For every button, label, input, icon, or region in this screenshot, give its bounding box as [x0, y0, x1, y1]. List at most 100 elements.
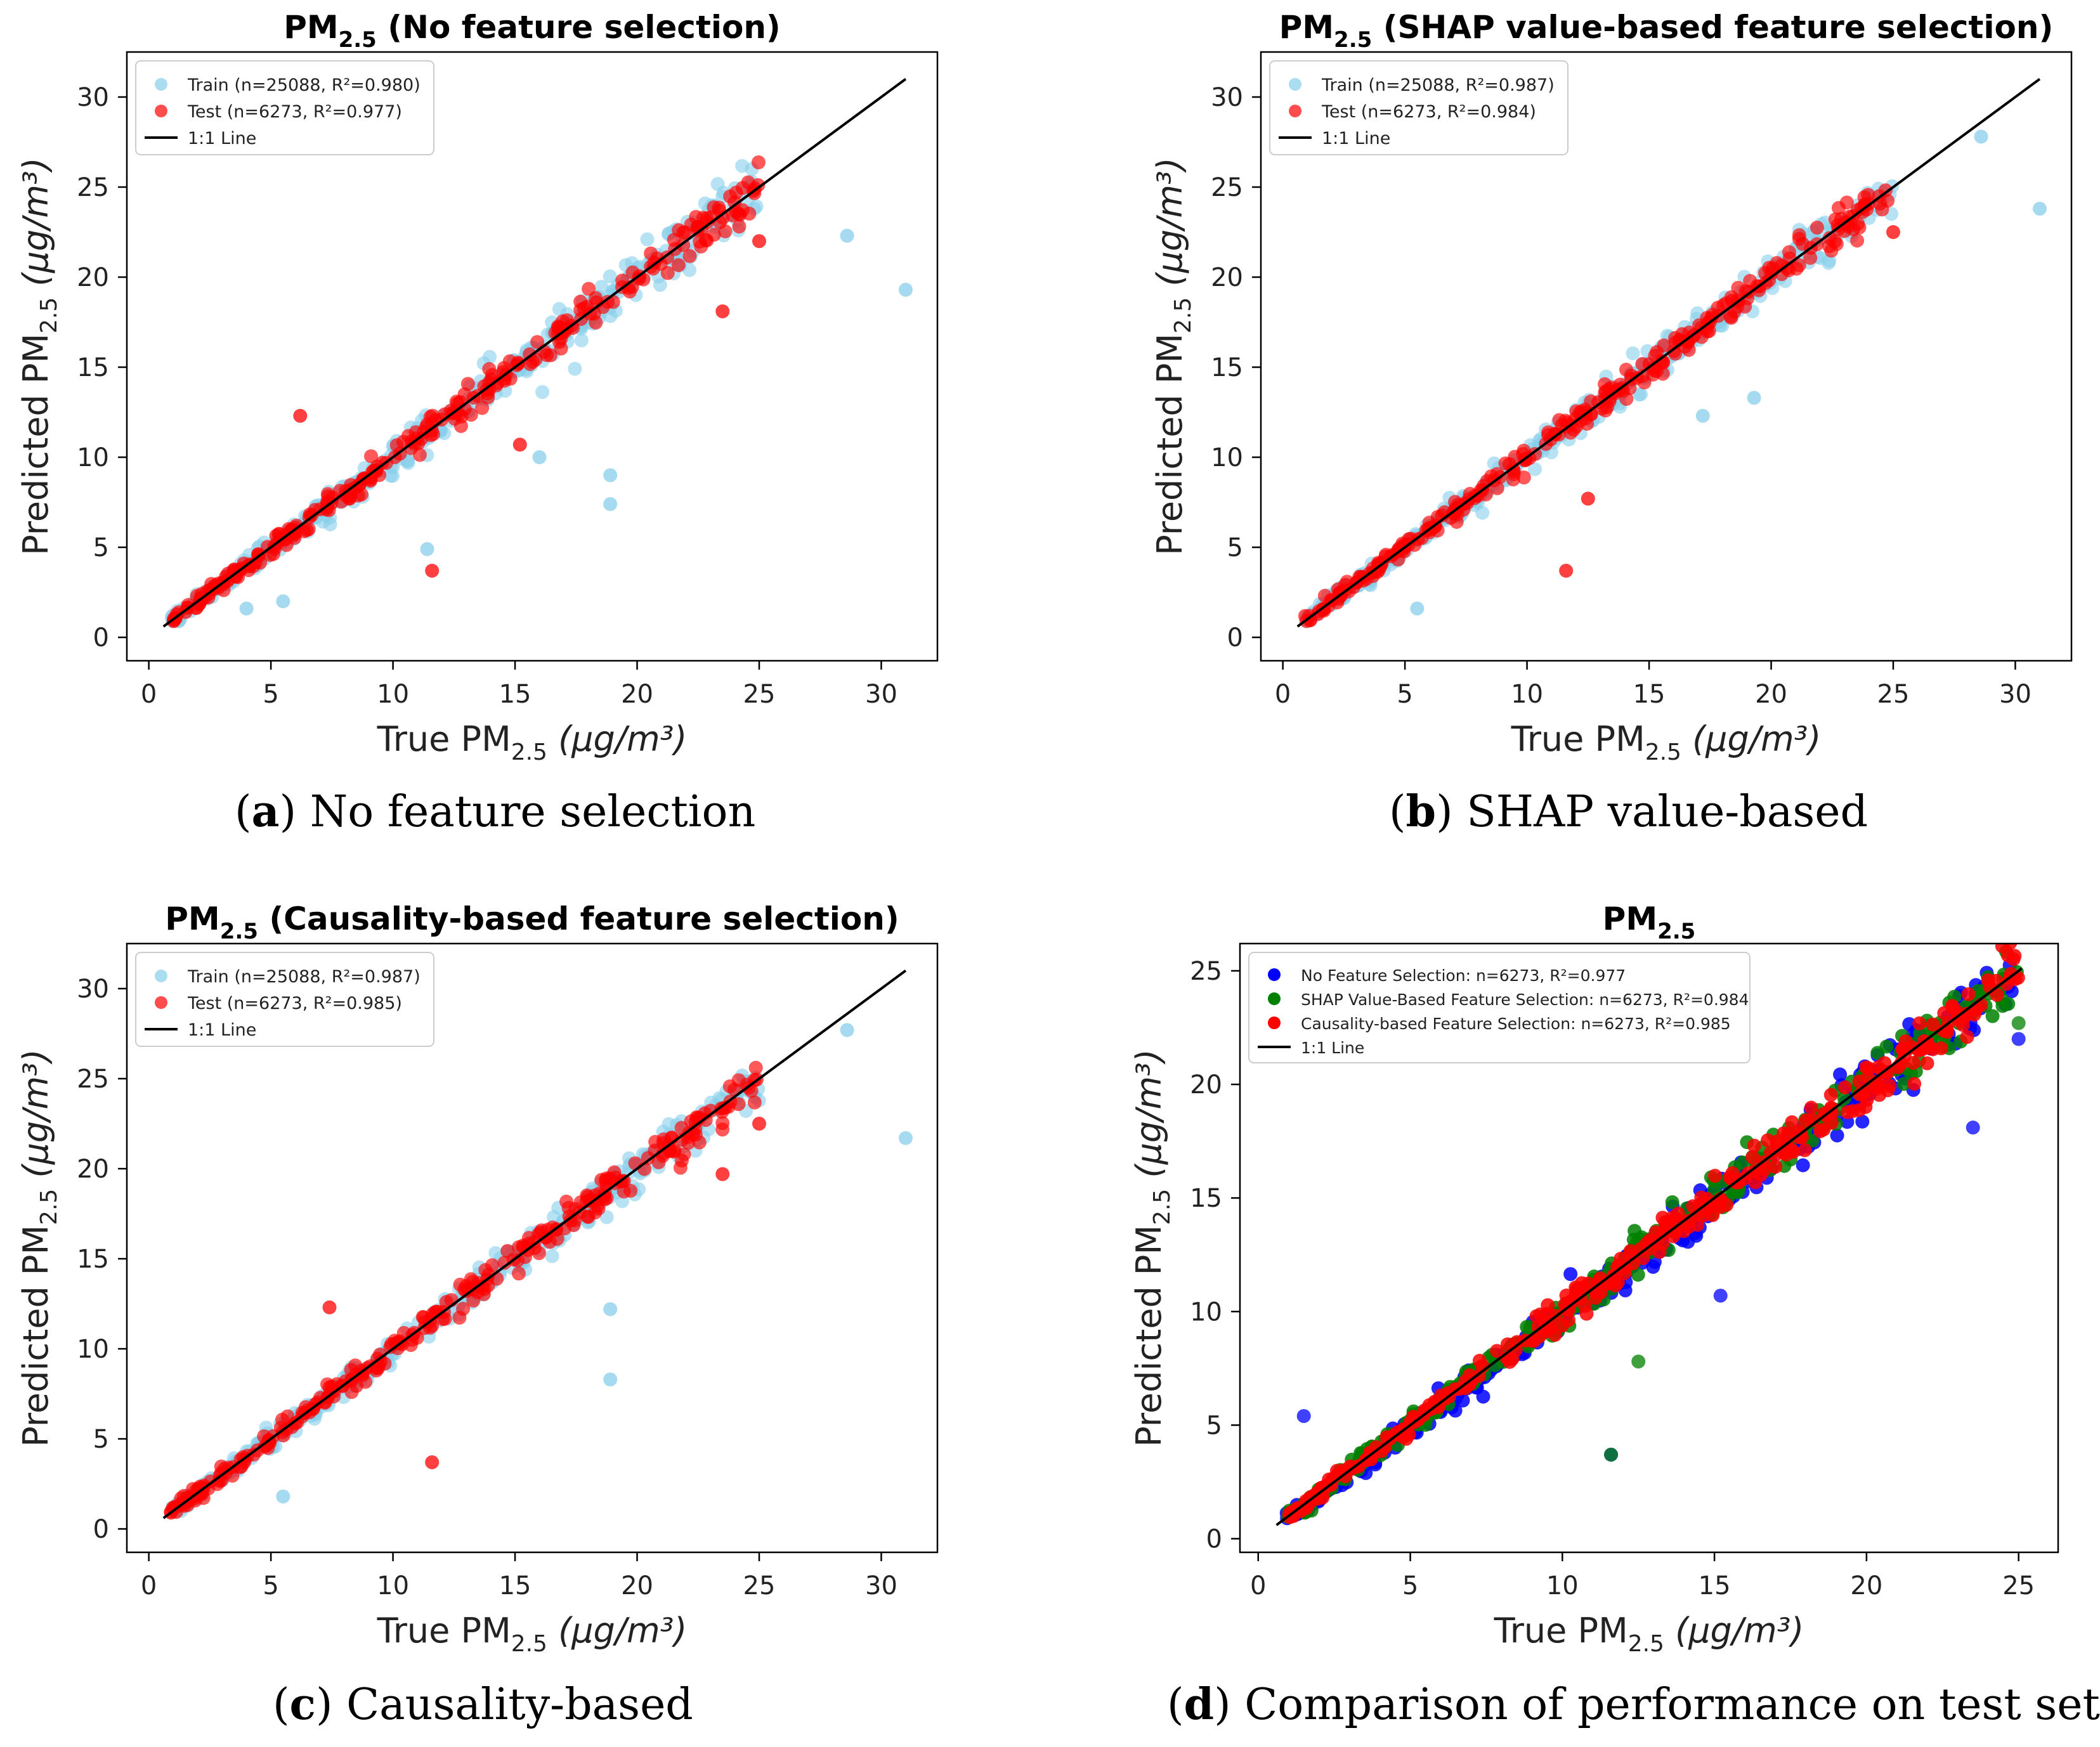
x-tick-label: 20 [1850, 1571, 1882, 1601]
data-point [1448, 1382, 1463, 1396]
legend-box [1269, 60, 1568, 155]
data-point [667, 1145, 681, 1159]
data-point [1850, 203, 1865, 218]
outlier-point [715, 304, 730, 318]
x-tick-label: 25 [1877, 680, 1910, 709]
data-point [1797, 1143, 1812, 1157]
data-point [1881, 1083, 1895, 1098]
data-point [589, 315, 603, 330]
data-point [316, 514, 330, 529]
data-point [1856, 1086, 1870, 1101]
data-point [1584, 394, 1598, 409]
legend-label: Test (n=6273, R²=0.984) [1321, 102, 1536, 122]
data-point [475, 401, 490, 415]
data-point [1681, 1235, 1695, 1249]
data-point [671, 258, 686, 273]
data-point [1665, 1195, 1679, 1209]
data-point [297, 524, 311, 538]
data-point [1920, 1056, 1934, 1070]
y-tick-label: 10 [77, 1335, 109, 1364]
data-point [1960, 1030, 1974, 1044]
legend-label: No Feature Selection: n=6273, R²=0.977 [1301, 966, 1626, 985]
chart-panel-b: PM2.5 (SHAP value-based feature selectio… [1150, 9, 2073, 765]
data-point [660, 266, 675, 280]
data-point [1747, 1138, 1761, 1153]
data-point [1623, 1244, 1638, 1258]
chart-title-rest: (SHAP value-based feature selection) [1372, 9, 2053, 46]
outlier-point [1886, 225, 1900, 240]
data-point [1311, 607, 1326, 621]
outlier-point [512, 438, 527, 452]
data-point [1803, 250, 1818, 265]
data-point [1655, 1226, 1670, 1241]
data-point [1655, 1211, 1670, 1225]
data-point [1652, 1245, 1667, 1259]
data-point [338, 488, 353, 503]
data-point [1816, 1122, 1831, 1137]
y-label-unit: (μg/m³) [16, 1049, 56, 1188]
data-point [1487, 456, 1501, 471]
data-point [1448, 495, 1463, 509]
data-point [577, 301, 591, 316]
x-tick-label: 10 [1511, 680, 1543, 709]
x-label-main: True PM [1494, 1611, 1628, 1651]
data-point [511, 1266, 526, 1281]
caption-c: (c) Causality-based [273, 1679, 693, 1730]
chart-title: PM2.5 (Causality-based feature selection… [165, 900, 899, 944]
data-point [1926, 1017, 1940, 1032]
data-point [1846, 222, 1861, 237]
data-point [676, 225, 691, 240]
y-label-main: Predicted PM [16, 334, 56, 555]
data-point [646, 261, 660, 276]
x-tick-label: 15 [1699, 1571, 1731, 1601]
identity-line [162, 77, 907, 628]
x-label-sub: 2.5 [511, 1631, 547, 1657]
chart-title-main: PM [1279, 9, 1334, 46]
data-point [1431, 1400, 1445, 1415]
data-point [535, 385, 550, 399]
data-point [688, 1115, 703, 1129]
data-point [1804, 1100, 1818, 1115]
chart-title-rest: (Causality-based feature selection) [258, 900, 899, 937]
x-tick-label: 0 [1275, 680, 1291, 709]
data-point [1792, 258, 1806, 273]
chart-title-main: PM [284, 9, 338, 46]
data-point [1782, 245, 1796, 259]
data-point [1961, 987, 1976, 1001]
x-tick-label: 20 [621, 680, 653, 709]
data-point [1528, 462, 1542, 476]
x-axis-label: True PM2.5 (μg/m³) [377, 1611, 688, 1657]
outlier-point [752, 1117, 766, 1131]
outlier-point [752, 234, 766, 249]
outlier-point [425, 1455, 440, 1469]
data-point [1785, 1143, 1799, 1158]
y-tick-label: 15 [77, 353, 109, 382]
outlier-point [1410, 601, 1425, 616]
x-tick-label: 30 [1999, 680, 2032, 709]
data-point [1631, 1268, 1645, 1282]
data-point [1686, 1199, 1700, 1214]
data-point [1870, 1046, 1885, 1060]
data-point [727, 195, 742, 209]
legend-marker [155, 78, 167, 91]
x-axis-label: True PM2.5 (μg/m³) [377, 719, 688, 765]
data-point [1989, 973, 2004, 988]
chart-title: PM2.5 (No feature selection) [284, 9, 781, 53]
outlier-point [1559, 563, 1574, 578]
data-point [1792, 231, 1806, 246]
data-point [1995, 944, 2009, 954]
identity-line [1275, 967, 2023, 1526]
x-tick-label: 30 [865, 680, 897, 709]
data-point [616, 1185, 631, 1199]
outlier-point [603, 497, 618, 511]
x-label-sub: 2.5 [511, 739, 547, 765]
y-tick-label: 20 [1190, 1070, 1222, 1100]
data-point [1745, 1150, 1760, 1165]
legend-label: 1:1 Line [1301, 1039, 1364, 1057]
data-point [1939, 1022, 1953, 1036]
data-point [545, 1249, 559, 1264]
data-point [1634, 387, 1648, 401]
data-point [1490, 1344, 1504, 1358]
data-point [1833, 1067, 1848, 1082]
x-label-unit: (μg/m³) [1681, 719, 1821, 759]
